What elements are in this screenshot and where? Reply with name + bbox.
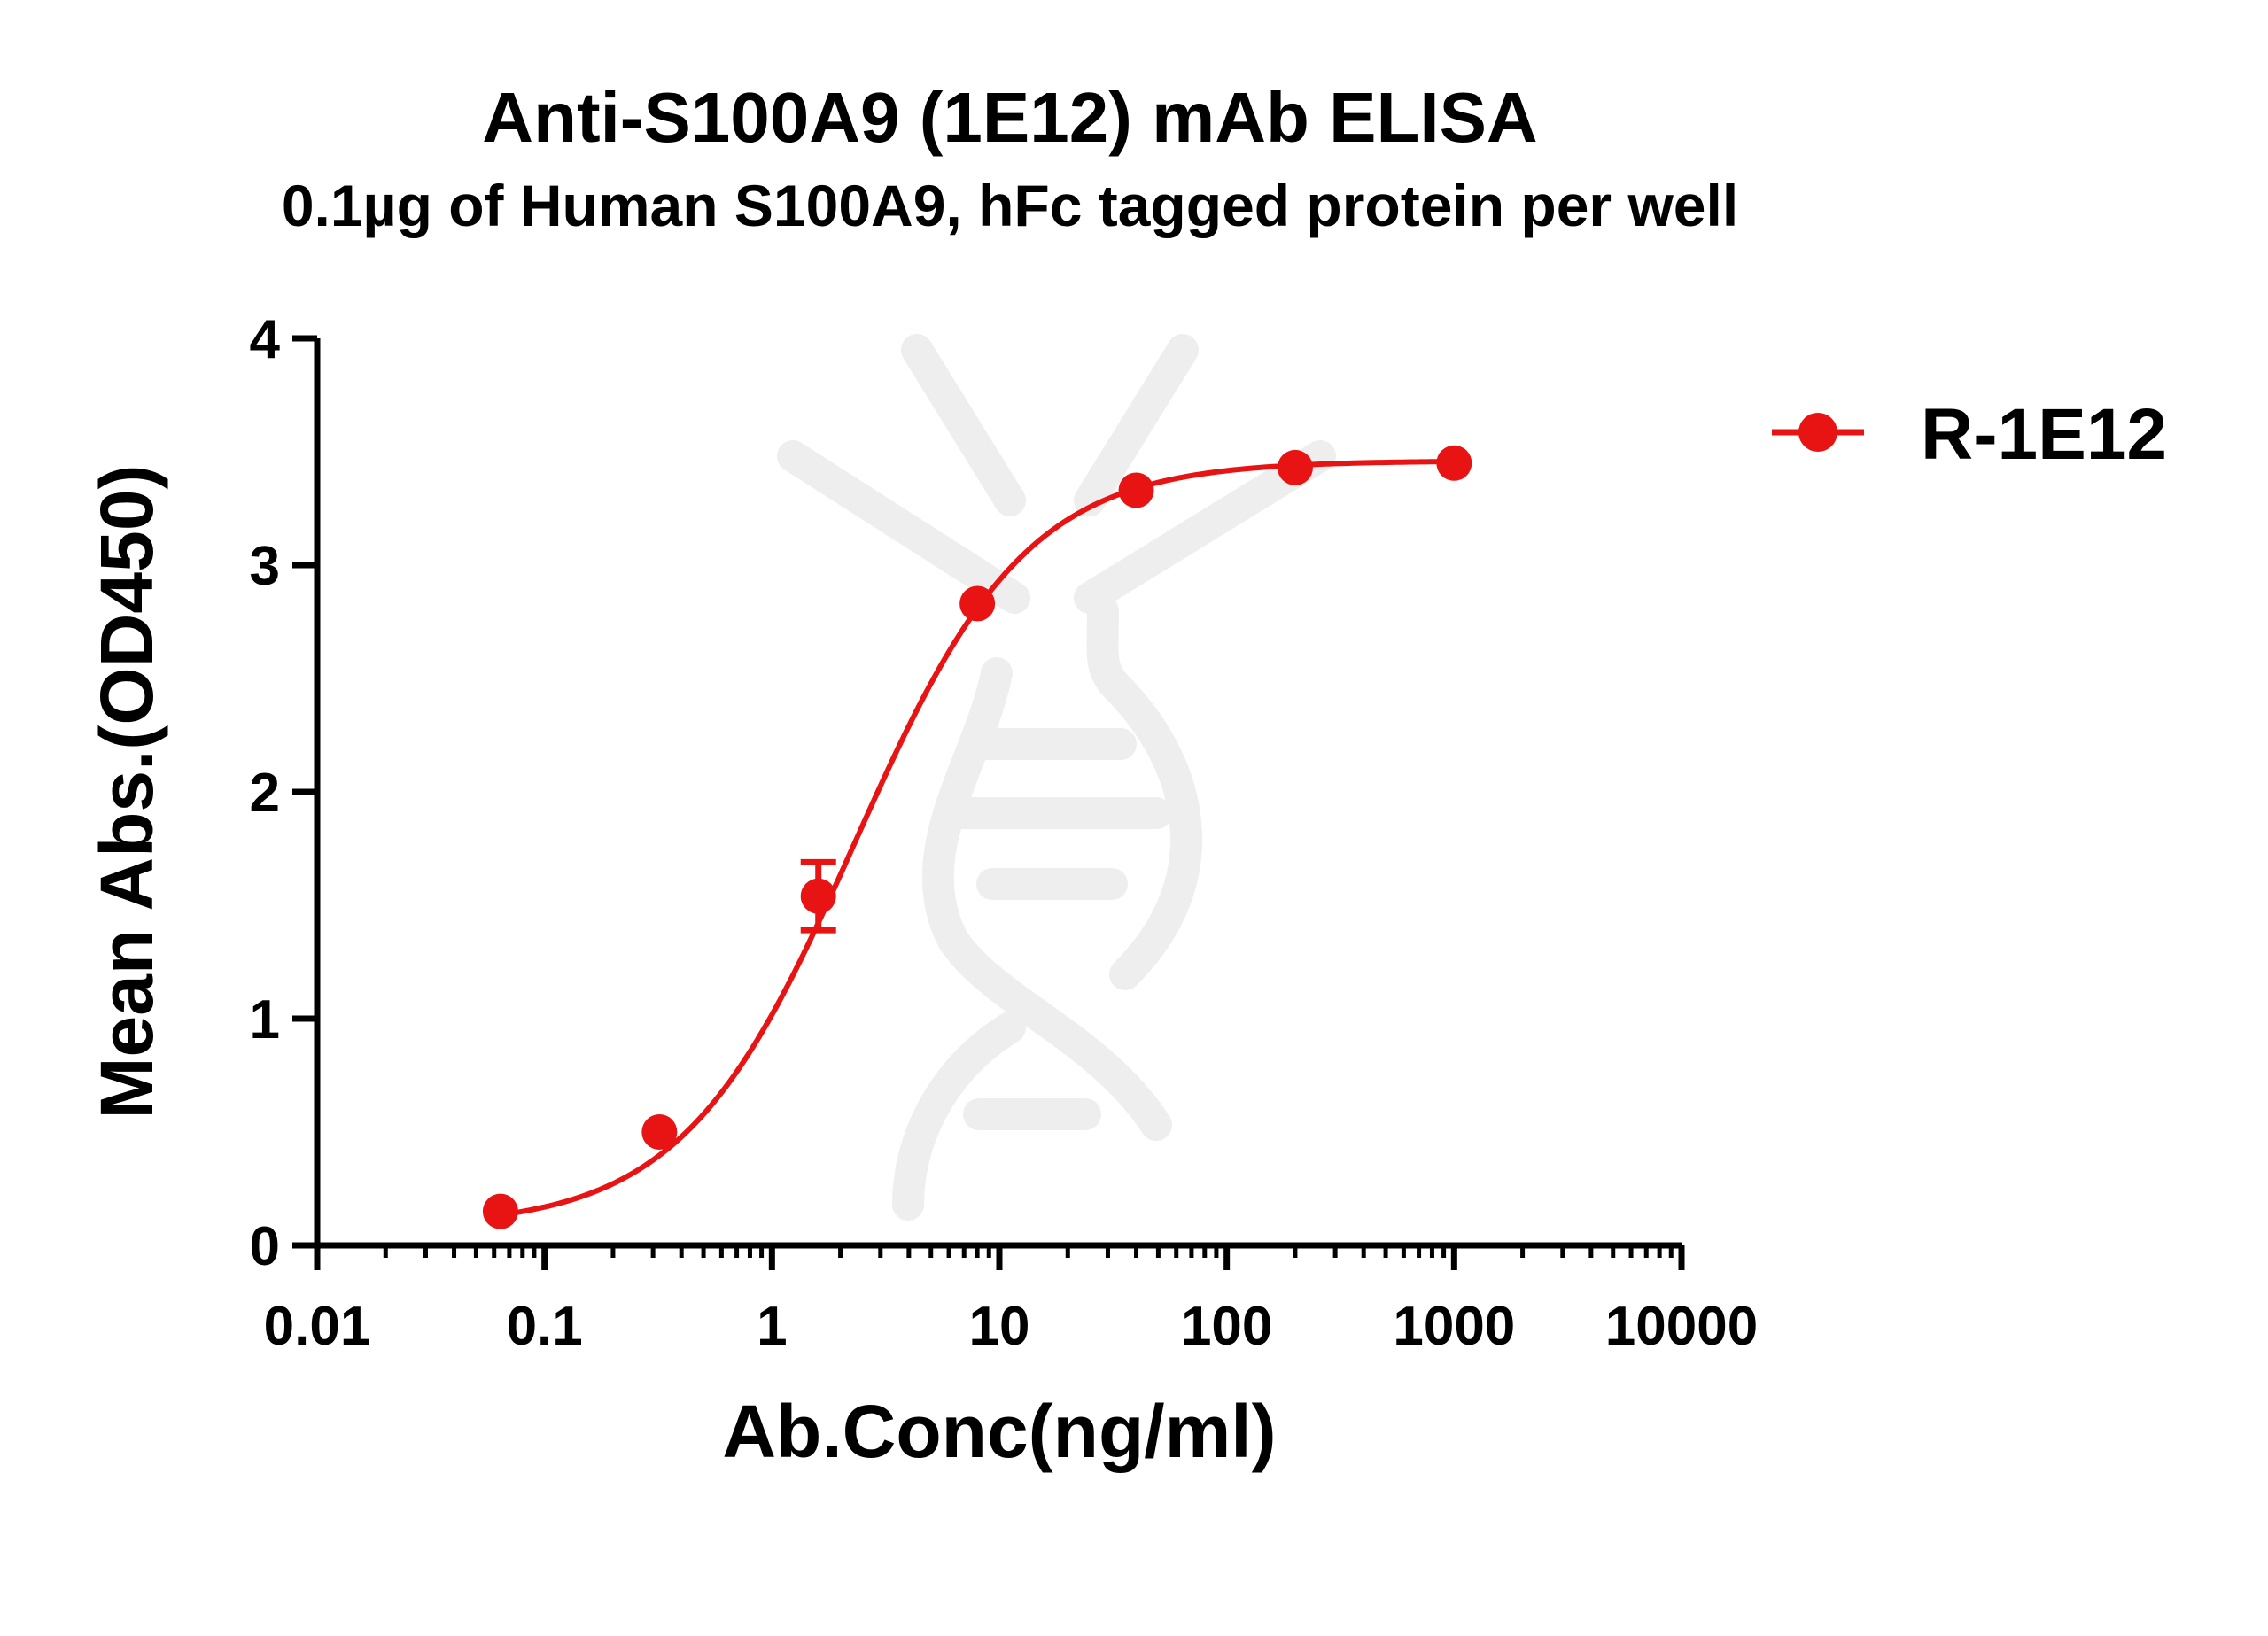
legend: R-1E12 (1772, 394, 2167, 475)
y-tick-label: 0 (250, 1216, 280, 1277)
x-axis-ticks: 0.01 0.1 1 10 100 1000 10000 (264, 1245, 1758, 1357)
plot-area (482, 445, 1472, 1229)
y-axis-ticks: 0 1 2 3 4 (250, 309, 317, 1277)
x-tick-label: 0.1 (507, 1296, 583, 1357)
x-axis-label: Ab.Conc(ng/ml) (722, 1390, 1276, 1473)
data-point (959, 585, 996, 622)
x-tick-label: 10 (969, 1296, 1030, 1357)
data-point (1118, 472, 1154, 508)
y-tick-label: 3 (250, 536, 280, 597)
x-tick-label: 1000 (1393, 1296, 1515, 1357)
chart-subtitle: 0.1µg of Human S100A9, hFc tagged protei… (282, 173, 1738, 238)
data-point (1277, 449, 1313, 485)
y-tick-label: 1 (250, 989, 280, 1051)
dna-watermark-logo (777, 334, 1336, 1221)
y-tick-label: 2 (250, 763, 280, 824)
data-point (641, 1114, 678, 1150)
x-tick-label: 100 (1181, 1296, 1272, 1357)
x-tick-label: 0.01 (264, 1296, 371, 1357)
legend-label: R-1E12 (1921, 394, 2167, 475)
y-axis-label: Mean Abs.(OD450) (85, 464, 168, 1119)
data-point (800, 878, 836, 914)
data-point (482, 1193, 518, 1229)
y-tick-label: 4 (250, 309, 281, 370)
chart-title: Anti-S100A9 (1E12) mAb ELISA (482, 78, 1537, 157)
data-point (1436, 445, 1472, 481)
x-tick-label: 10000 (1605, 1296, 1758, 1357)
legend-marker (1798, 413, 1837, 452)
x-tick-label: 1 (757, 1296, 787, 1357)
